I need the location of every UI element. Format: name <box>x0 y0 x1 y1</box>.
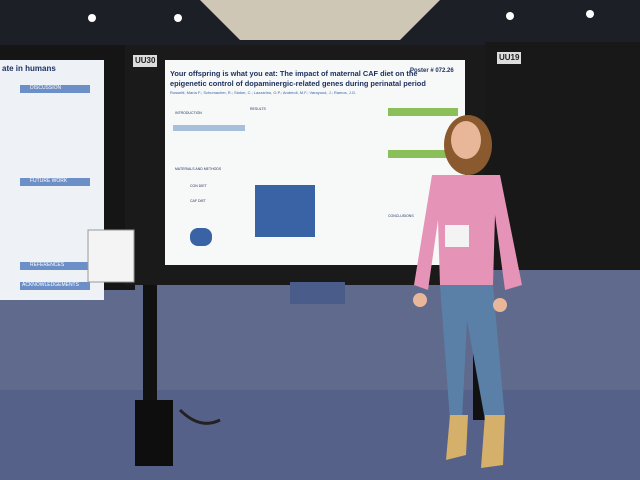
poster-section-bar <box>388 150 458 158</box>
poster-section: RESULTS <box>250 107 266 111</box>
poster-table <box>255 185 315 237</box>
cable <box>178 408 221 425</box>
left-poster-header <box>20 262 90 270</box>
poster-title: epigenetic control of dopaminergic-relat… <box>170 79 426 88</box>
boot <box>481 415 505 468</box>
face <box>451 121 481 159</box>
left-poster-header <box>20 85 90 93</box>
left-poster-header <box>20 282 90 290</box>
poster-authors: Rossetti, María F.; Schumacher, R.; Stok… <box>170 90 357 95</box>
ceiling-light-structure <box>200 0 440 40</box>
carpet-shade <box>0 390 640 480</box>
left-poster-section: FUTURE WORK <box>30 178 68 184</box>
poster-section: INTRODUCTION <box>175 111 202 115</box>
light <box>88 14 96 22</box>
light <box>506 12 514 20</box>
poster-section-bar <box>388 108 458 116</box>
jeans <box>440 285 505 420</box>
badge <box>445 225 469 247</box>
boot <box>446 415 468 460</box>
board-tag <box>497 52 521 64</box>
light <box>174 14 182 22</box>
board-label: UU30 <box>135 56 156 65</box>
hand <box>413 293 427 307</box>
hand <box>493 298 507 312</box>
flyer <box>87 229 135 283</box>
left-poster-header <box>20 178 90 186</box>
left-poster-section: ACKNOWLEDGEMENTS <box>22 282 79 288</box>
light <box>586 10 594 18</box>
poster-section: MATERIALS AND METHODS <box>175 167 222 171</box>
poster-section: CAF DIET <box>190 199 206 203</box>
poster-title: Your offspring is what you eat: The impa… <box>170 69 418 78</box>
left-poster-section: REFERENCES <box>30 262 65 268</box>
poster-section: CONCLUSIONS <box>388 214 414 218</box>
board-tag <box>133 55 157 67</box>
left-poster-title: ate in humans <box>2 64 56 73</box>
poster-section-bar <box>173 125 245 131</box>
board-label: UU19 <box>499 53 520 62</box>
poster-number: Poster # 072.26 <box>410 68 454 74</box>
legs-behind-board <box>290 282 345 304</box>
person <box>413 115 522 468</box>
left-poster-section: DISCUSSION <box>30 85 62 91</box>
poster-figure <box>190 228 212 246</box>
pole-foot <box>135 400 173 466</box>
poster-section: CON DIET <box>190 184 207 188</box>
